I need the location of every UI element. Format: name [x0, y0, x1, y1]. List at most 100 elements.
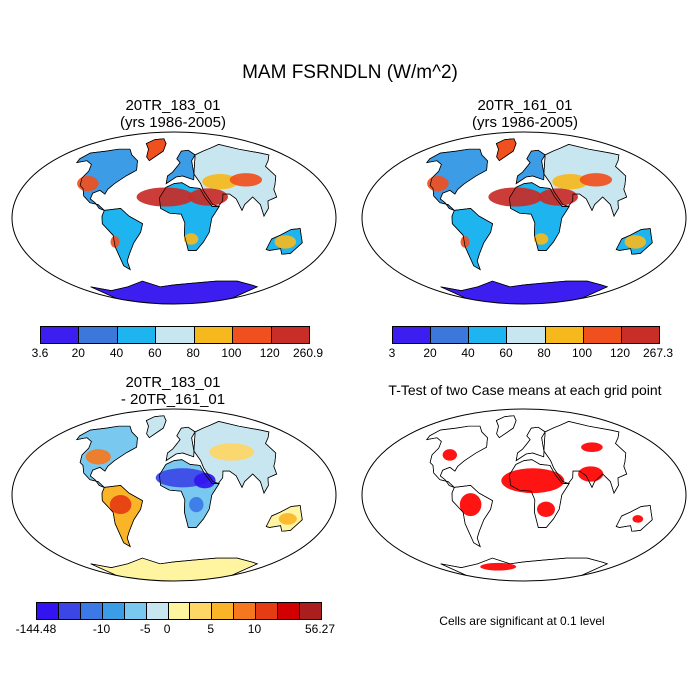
panel-2-title-line1: 20TR_161_01	[477, 97, 573, 114]
land-antarctica	[90, 557, 259, 581]
land-antarctica	[440, 280, 609, 304]
colorbar-swatch	[79, 327, 118, 343]
land-antarctica	[440, 557, 609, 581]
value-region	[188, 188, 228, 206]
colorbar-panel-2	[392, 326, 660, 344]
coastline	[265, 228, 303, 255]
value-region	[274, 235, 297, 249]
coastline	[451, 208, 494, 271]
value-region	[136, 187, 195, 207]
value-region	[209, 443, 255, 461]
colorbar-tick-label: 120	[259, 346, 280, 360]
colorbar-tick-label: 267.3	[642, 346, 674, 360]
coastline	[265, 505, 303, 532]
coastline	[615, 505, 653, 532]
coastline	[159, 182, 220, 251]
colorbar-panel-3	[36, 602, 322, 620]
coastline	[145, 138, 167, 162]
coastline	[165, 426, 196, 462]
panel-1-title-line1: 20TR_183_01	[125, 97, 221, 114]
colorbar-tick-label: 10	[247, 622, 262, 636]
coastline	[495, 415, 517, 439]
panel-2-title: 20TR_161_01 (yrs 1986-2005)	[365, 97, 685, 131]
value-region	[579, 173, 613, 187]
colorbar-tick-label: 20	[71, 346, 85, 360]
value-region	[460, 236, 470, 248]
colorbar-swatch	[507, 327, 546, 343]
coastline	[615, 228, 653, 255]
colorbar-tick-label: 60	[148, 346, 162, 360]
value-region	[578, 466, 604, 482]
colorbar-tick-label: 120	[609, 346, 631, 360]
panel-1-title-line2: (yrs 1986-2005)	[120, 114, 226, 131]
colorbar-swatch	[431, 327, 470, 343]
coastline	[75, 425, 138, 488]
colorbar-tick-label: 80	[537, 346, 551, 360]
colorbar-tick-label: 3	[388, 346, 396, 360]
colorbar-tick-label: 56.27	[304, 622, 336, 636]
value-region	[459, 493, 482, 517]
colorbar-swatch	[212, 603, 235, 619]
colorbar-tick-label: 60	[499, 346, 513, 360]
colorbar-swatch	[58, 603, 81, 619]
colorbar-tick-label: 100	[221, 346, 242, 360]
value-region	[194, 473, 216, 489]
coastline	[425, 425, 488, 488]
map-content	[75, 138, 303, 304]
map-outline	[11, 408, 337, 582]
coastline	[101, 485, 144, 548]
coastline	[193, 144, 278, 217]
coastline	[145, 415, 167, 439]
colorbar-tick-label: 40	[461, 346, 475, 360]
value-region	[552, 174, 589, 190]
colorbar-swatch	[41, 327, 80, 343]
coastline	[509, 459, 570, 528]
panel-3-title-line1: 20TR_183_01	[125, 374, 221, 391]
colorbar-tick-label: 3.6	[31, 346, 49, 360]
map-panel-difference	[11, 408, 337, 582]
coastline	[543, 144, 628, 217]
value-region	[533, 233, 549, 245]
coastline	[515, 426, 546, 462]
value-region	[624, 235, 647, 249]
colorbar-tick-label: 80	[186, 346, 200, 360]
map-panel-20TR_161_01	[361, 131, 687, 305]
map-panel-ttest	[361, 408, 687, 582]
map-content	[75, 415, 303, 581]
coastline	[193, 421, 278, 494]
colorbar-swatch	[278, 603, 301, 619]
significance-note: Cells are significant at 0.1 level	[439, 614, 605, 628]
colorbar-swatch	[621, 327, 659, 343]
colorbar-tick-label: 100	[571, 346, 593, 360]
value-region	[183, 233, 199, 245]
colorbar-swatch	[393, 327, 432, 343]
value-region	[189, 496, 204, 513]
colorbar-swatch	[117, 327, 157, 343]
value-region	[229, 173, 263, 187]
panel-3-title-line2: - 20TR_161_01	[120, 391, 226, 408]
land-antarctica	[90, 280, 259, 304]
coastline	[425, 148, 488, 211]
coastline	[515, 149, 546, 185]
colorbar-swatch	[583, 327, 622, 343]
map-outline	[361, 131, 687, 305]
colorbar-tick-label: -5	[139, 622, 151, 636]
map-content	[425, 138, 653, 304]
coastline	[543, 421, 628, 494]
value-region	[85, 449, 111, 465]
map-outline	[361, 408, 687, 582]
coastline	[101, 208, 144, 271]
value-region	[110, 236, 120, 248]
colorbar-swatch	[233, 327, 272, 343]
panel-3-title: 20TR_183_01 - 20TR_161_01	[13, 374, 333, 408]
colorbar-swatch	[256, 603, 279, 619]
colorbar-tick-label: 0	[163, 622, 171, 636]
coastline	[165, 149, 196, 185]
value-region	[480, 562, 517, 571]
colorbar-swatch	[168, 603, 191, 619]
colorbar-panel-3-labels: -144.48 -10 -5 0 5 10 56.27	[16, 622, 335, 636]
colorbar-swatch	[194, 327, 234, 343]
value-region	[109, 495, 132, 515]
panel-2-title-line2: (yrs 1986-2005)	[472, 114, 578, 131]
map-content	[425, 415, 653, 581]
